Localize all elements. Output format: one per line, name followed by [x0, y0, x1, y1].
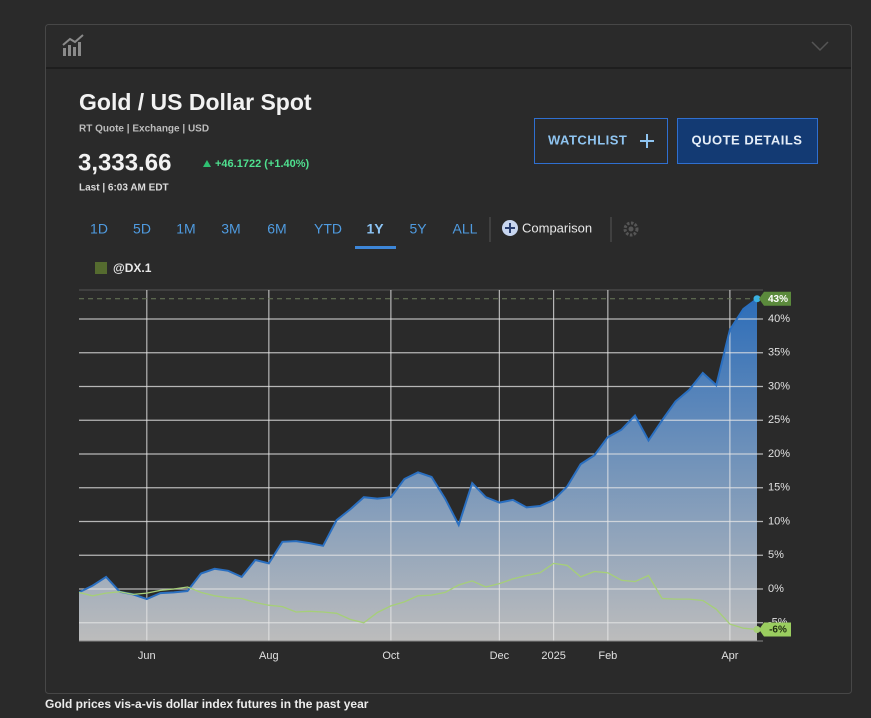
- button-label: WATCHLIST: [548, 132, 627, 147]
- range-tab[interactable]: 5D: [133, 221, 151, 237]
- button-frame: [677, 118, 818, 164]
- chart: @DX.1-5%0%5%10%15%20%25%30%35%40%JunAugO…: [79, 261, 791, 662]
- add-icon-plus: [505, 223, 515, 233]
- comparison-button[interactable]: Comparison: [502, 220, 592, 236]
- button-frame: [534, 118, 668, 164]
- y-tick-label: 35%: [768, 347, 790, 359]
- value-label: -6%: [769, 625, 787, 636]
- x-tick-label: Aug: [259, 650, 279, 662]
- x-tick-label: Apr: [721, 650, 738, 662]
- series-line: [79, 562, 758, 631]
- quote-last: Last | 6:03 AM EDT: [79, 183, 169, 194]
- legend-swatch: [95, 262, 107, 274]
- last-point: [753, 295, 761, 303]
- x-tick-label: Jun: [138, 650, 156, 662]
- range-tab[interactable]: 5Y: [409, 221, 427, 237]
- x-tick-label: Oct: [382, 650, 399, 662]
- x-tick-label: 2025: [541, 650, 565, 662]
- quote-subtitle: RT Quote | Exchange | USD: [79, 124, 209, 135]
- settings-gear[interactable]: [623, 221, 639, 237]
- y-tick-label: 20%: [768, 448, 790, 460]
- range-tab[interactable]: 1M: [176, 221, 195, 237]
- quote-price: 3,333.66: [78, 149, 171, 176]
- y-tick-label: 10%: [768, 515, 790, 527]
- series-line: [79, 297, 758, 601]
- active-tab-underline: [355, 246, 396, 249]
- quote-title: Gold / US Dollar Spot: [79, 89, 312, 115]
- quote-details-button[interactable]: QUOTE DETAILS: [677, 118, 818, 164]
- collapse-chevron[interactable]: [811, 41, 829, 52]
- range-tabs: 1D 5D 1M 3M 6M YTD 1Y 5Y ALL: [90, 221, 478, 249]
- chart-icon: [62, 34, 84, 56]
- last-point: [753, 626, 761, 634]
- y-tick-label: 5%: [768, 549, 784, 561]
- y-tick-label: 40%: [768, 313, 790, 325]
- x-tick-label: Feb: [598, 650, 617, 662]
- y-tick-label: 0%: [768, 583, 784, 595]
- range-tab[interactable]: YTD: [314, 221, 342, 237]
- quote-change: +46.1722 (+1.40%): [215, 158, 310, 170]
- button-label: QUOTE DETAILS: [692, 132, 803, 147]
- y-tick-label: 15%: [768, 482, 790, 494]
- plot: [79, 290, 763, 641]
- caption: Gold prices vis-a-vis dollar index futur…: [45, 697, 369, 711]
- value-badge: [759, 291, 791, 306]
- range-tab[interactable]: 1Y: [366, 221, 384, 237]
- plus-icon: [640, 134, 654, 148]
- range-tab[interactable]: 1D: [90, 221, 108, 237]
- y-tick-label: 25%: [768, 414, 790, 426]
- range-tab[interactable]: ALL: [453, 221, 478, 237]
- value-badge: [759, 622, 791, 637]
- value-label: 43%: [768, 294, 788, 305]
- range-tab[interactable]: 3M: [221, 221, 240, 237]
- y-tick-label: 30%: [768, 380, 790, 392]
- x-tick-label: Dec: [490, 650, 510, 662]
- range-tab[interactable]: 6M: [267, 221, 286, 237]
- up-arrow: [203, 160, 211, 167]
- legend-label: @DX.1: [113, 261, 152, 275]
- comparison-label: Comparison: [522, 220, 592, 235]
- watchlist-button[interactable]: WATCHLIST: [534, 118, 668, 164]
